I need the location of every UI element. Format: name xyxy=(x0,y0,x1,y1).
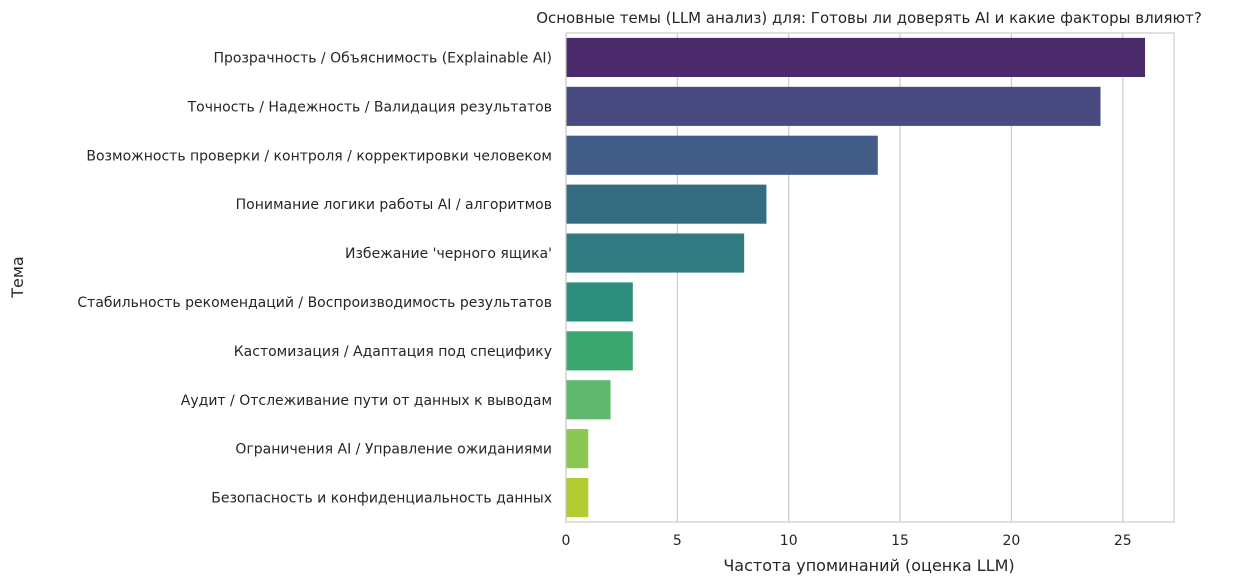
category-labels: Прозрачность / Объяснимость (Explainable… xyxy=(77,50,552,506)
x-tick-labels: 0 5 10 15 20 25 xyxy=(562,533,1132,549)
x-axis-label: Частота упоминаний (оценка LLM) xyxy=(723,556,1014,575)
category-label: Ограничения AI / Управление ожиданиями xyxy=(235,442,552,458)
bar-0 xyxy=(566,37,1146,78)
category-label: Точность / Надежность / Валидация резуль… xyxy=(187,99,552,115)
bar-7 xyxy=(566,380,611,420)
bar-6 xyxy=(566,331,633,371)
bar-4 xyxy=(566,233,745,273)
bar-1 xyxy=(566,86,1101,126)
bar-8 xyxy=(566,429,589,469)
category-label: Кастомизация / Адаптация под специфику xyxy=(234,344,552,360)
x-tick-label: 15 xyxy=(891,533,909,549)
y-axis-label: Тема xyxy=(8,256,27,299)
x-tick-label: 20 xyxy=(1003,533,1021,549)
category-label: Безопасность и конфиденциальность данных xyxy=(211,491,552,507)
category-label: Возможность проверки / контроля / коррек… xyxy=(86,148,552,164)
category-label: Избежание 'черного ящика' xyxy=(345,246,552,262)
x-tick-label: 25 xyxy=(1114,533,1132,549)
category-label: Аудит / Отслеживание пути от данных к вы… xyxy=(181,393,552,409)
x-tick-label: 10 xyxy=(780,533,798,549)
x-tick-label: 5 xyxy=(673,533,682,549)
x-tick-label: 0 xyxy=(562,533,571,549)
bar-3 xyxy=(566,184,767,224)
bar-5 xyxy=(566,282,633,322)
bar-2 xyxy=(566,135,878,175)
bars-layer xyxy=(566,37,1146,518)
chart-title: Основные темы (LLM анализ) для: Готовы л… xyxy=(536,9,1202,27)
category-label: Стабильность рекомендаций / Воспроизводи… xyxy=(77,295,552,311)
category-label: Прозрачность / Объяснимость (Explainable… xyxy=(214,50,553,66)
category-label: Понимание логики работы AI / алгоритмов xyxy=(236,197,552,213)
plot-frame xyxy=(565,32,1175,523)
bar-9 xyxy=(566,477,589,518)
